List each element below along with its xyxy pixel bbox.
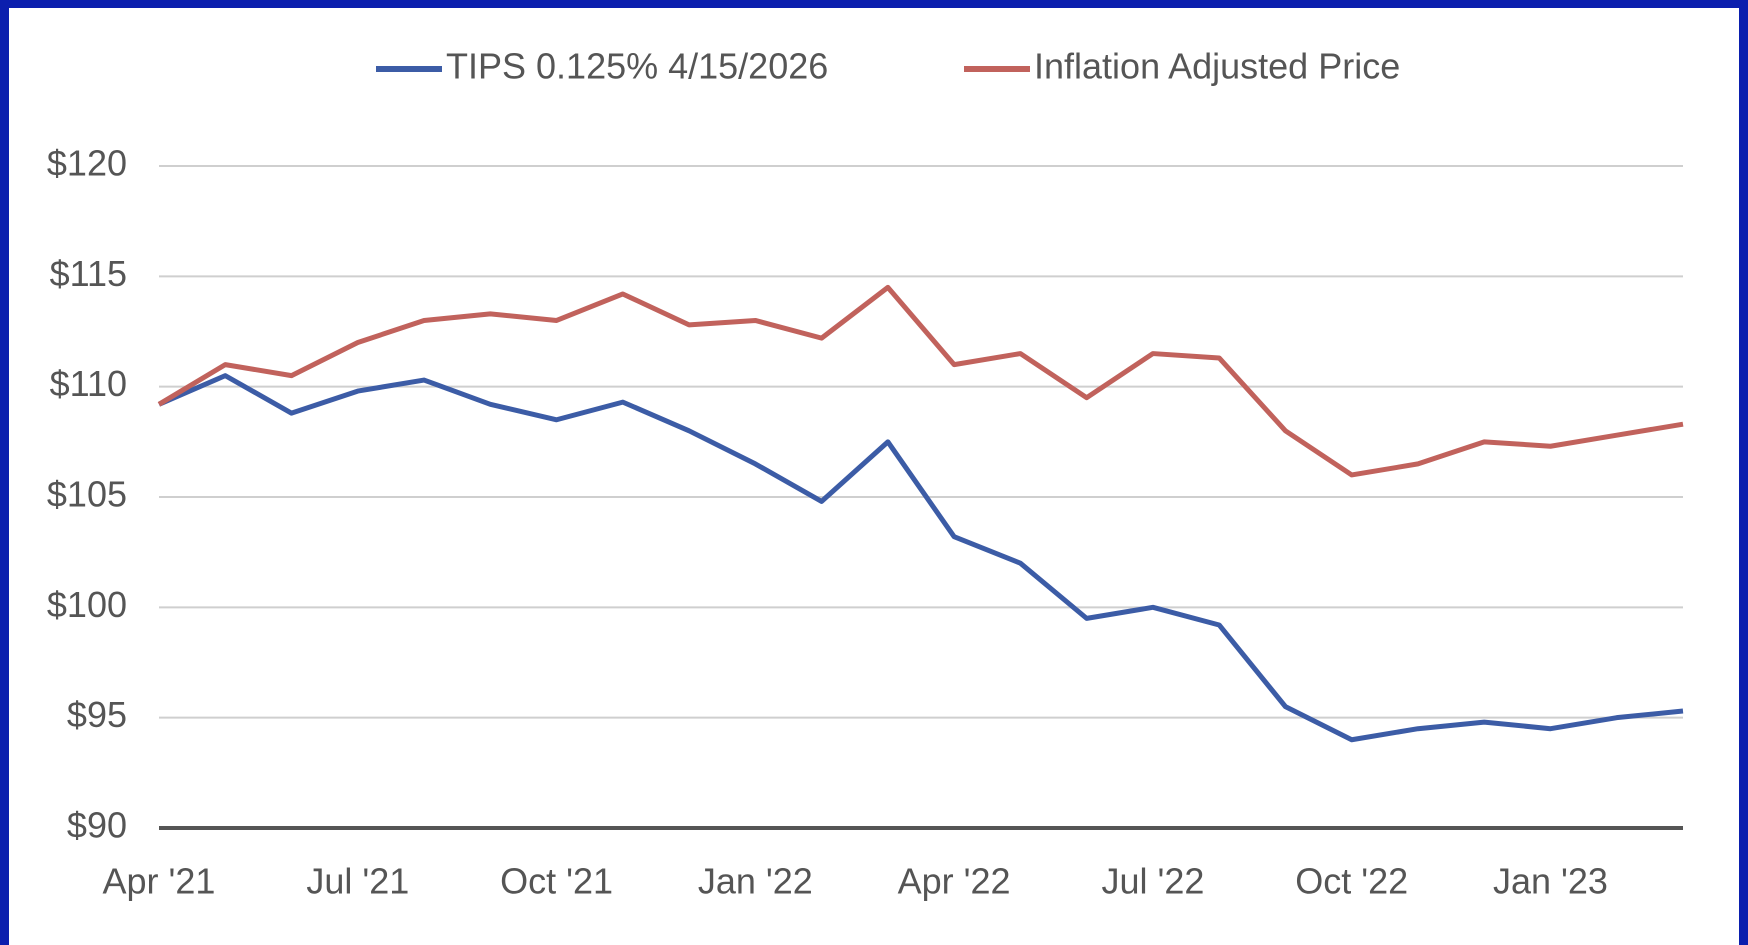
x-tick-label: Oct '21 (500, 861, 613, 902)
series-line (157, 284, 1684, 478)
legend-label: TIPS 0.125% 4/15/2026 (446, 46, 828, 87)
y-tick-label: $110 (50, 363, 127, 404)
y-tick-label: $90 (67, 805, 127, 846)
y-tick-label: $95 (67, 694, 127, 735)
x-tick-label: Apr '21 (103, 861, 216, 902)
y-tick-label: $100 (47, 584, 127, 625)
legend-label: Inflation Adjusted Price (1034, 46, 1400, 87)
y-tick-label: $120 (47, 143, 127, 184)
background (9, 8, 1739, 945)
y-tick-label: $115 (50, 253, 127, 294)
x-tick-label: Jul '21 (306, 861, 409, 902)
x-tick-label: Jan '23 (1493, 861, 1608, 902)
x-tick-label: Apr '22 (898, 861, 1011, 902)
x-tick-label: Oct '22 (1295, 861, 1408, 902)
x-tick-label: Jan '22 (698, 861, 813, 902)
series-line (158, 373, 1684, 743)
y-tick-label: $105 (47, 474, 127, 515)
x-tick-label: Jul '22 (1101, 861, 1204, 902)
